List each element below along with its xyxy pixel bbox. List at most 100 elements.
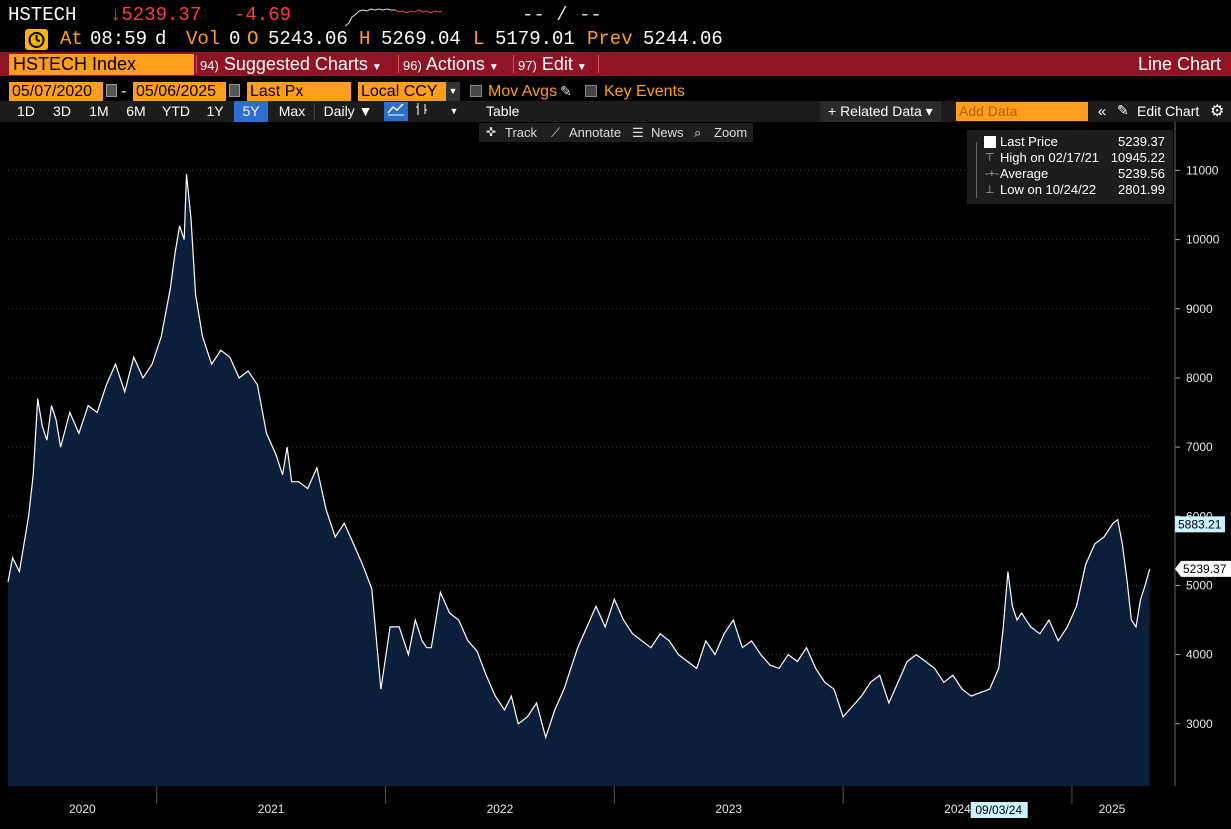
period-button-selected[interactable]: 5Y	[234, 101, 268, 122]
calendar-icon[interactable]	[106, 84, 117, 97]
x-tick-label: 2025	[1099, 802, 1126, 816]
price-field-select[interactable]: Last Px	[247, 82, 351, 101]
time-suffix: d	[155, 28, 167, 50]
calendar-icon[interactable]	[229, 84, 240, 97]
chevron-down-icon[interactable]: ▼	[446, 82, 460, 101]
legend-tree-line	[976, 142, 977, 198]
y-tick-label: 3000	[1186, 717, 1213, 731]
chevron-down-icon: ▼	[488, 62, 499, 73]
period-button[interactable]: 6M	[126, 103, 146, 119]
news-button[interactable]: News	[651, 125, 684, 140]
period-bar: 1D 3D 1M 6M YTD 1Y 5Y Max Daily ▼ ▼ Tabl…	[0, 101, 1231, 122]
clock-icon[interactable]	[25, 29, 48, 50]
line-chart-icon[interactable]	[384, 102, 408, 121]
net-change-value: -4.69	[234, 4, 292, 26]
high-marker-icon: ⊤	[985, 152, 995, 164]
time-value: 08:59	[90, 28, 148, 50]
annotate-button[interactable]: Annotate	[569, 125, 622, 140]
mov-avgs-checkbox[interactable]	[470, 85, 482, 97]
legend-average: -+- Average 5239.56	[967, 166, 1173, 182]
zoom-button[interactable]: Zoom	[714, 125, 748, 140]
end-date-field[interactable]: 05/06/2025	[133, 82, 226, 101]
chevron-down-icon: ▼	[576, 62, 587, 73]
open-value: 5243.06	[268, 28, 348, 50]
last-value-box	[1175, 560, 1231, 577]
mov-avgs-label[interactable]: Mov Avgs	[488, 83, 558, 100]
period-button[interactable]: Max	[278, 103, 306, 119]
y-tick-label: 4000	[1186, 648, 1213, 662]
low-value: 5179.01	[495, 28, 575, 50]
suggested-charts-menu[interactable]: 94) Suggested Charts ▼	[200, 52, 382, 76]
function-toolbar: HSTECH Index 94) Suggested Charts ▼ 96) A…	[0, 52, 1231, 76]
annotate-icon[interactable]: ⟋	[551, 125, 561, 140]
edit-menu[interactable]: 97) Edit ▼	[518, 52, 587, 76]
volume-label: Vol	[186, 28, 221, 50]
edit-chart-button[interactable]: Edit Chart	[1137, 103, 1200, 119]
start-date-field[interactable]: 05/07/2020	[9, 82, 103, 101]
date-separator: -	[121, 83, 127, 100]
y-tick-label: 8000	[1186, 371, 1213, 385]
x-axis-band	[0, 786, 1231, 829]
low-label: L	[473, 28, 485, 50]
add-data-input[interactable]: Add Data	[956, 102, 1088, 121]
menu-label: Actions	[425, 54, 485, 74]
key-events-label[interactable]: Key Events	[604, 83, 685, 100]
period-button[interactable]: 3D	[53, 103, 71, 119]
intraday-sparkline	[345, 8, 443, 27]
x-tick-label: 2023	[715, 802, 742, 816]
related-data-button[interactable]: + Related Data ▾	[820, 101, 941, 122]
gear-icon[interactable]: ⚙	[1210, 103, 1225, 120]
low-marker-icon: ⊥	[985, 184, 995, 196]
ticker-label: HSTECH	[8, 4, 77, 26]
crosshair-value-box	[1175, 516, 1225, 533]
chevron-down-icon: ▼	[371, 62, 382, 73]
crosshair-icon[interactable]: ✜	[486, 125, 497, 139]
toolbar-divider	[398, 55, 399, 73]
track-button[interactable]: Track	[505, 125, 538, 140]
table-button[interactable]: Table	[470, 101, 822, 122]
price-line-series	[7, 174, 1151, 740]
period-button[interactable]: YTD	[162, 103, 190, 119]
x-axis: 2020 2021 2022 2023 2024 2025	[0, 786, 1231, 829]
y-tick-label: 11000	[1186, 163, 1219, 177]
quote-header: HSTECH ↓5239.37 -4.69 -- / --	[0, 2, 1231, 27]
prev-close-value: 5244.06	[643, 28, 723, 50]
legend-value: 5239.56	[1118, 166, 1165, 181]
legend-label: Last Price	[1000, 134, 1058, 149]
y-tick-label: 5000	[1186, 578, 1213, 592]
currency-select[interactable]: Local CCY	[358, 82, 446, 101]
period-button[interactable]: 1D	[17, 103, 35, 119]
menu-number: 97)	[518, 58, 537, 73]
toolbar-divider	[196, 55, 197, 73]
collapse-icon[interactable]: «	[1097, 103, 1107, 120]
x-tick-label: 2020	[69, 802, 96, 816]
legend-last[interactable]: Last Price 5239.37	[967, 134, 1173, 150]
legend-low: ⊥ Low on 10/24/22 2801.99	[967, 182, 1173, 198]
chart-legend: Last Price 5239.37 ⊤ High on 02/17/21 10…	[967, 130, 1173, 204]
pencil-icon[interactable]: ✎	[1117, 102, 1129, 118]
chevron-down-icon[interactable]: ▼	[449, 106, 459, 116]
crosshair-value-label: 5883.21	[1178, 517, 1222, 531]
crosshair-date-label: 09/03/24	[975, 803, 1022, 817]
legend-value: 2801.99	[1118, 182, 1165, 197]
actions-menu[interactable]: 96) Actions ▼	[403, 52, 499, 76]
chart-type-label[interactable]: Line Chart	[1137, 54, 1221, 74]
last-price-value: ↓5239.37	[110, 4, 202, 26]
legend-label: Low on 10/24/22	[1000, 182, 1097, 197]
legend-swatch	[984, 136, 996, 148]
news-icon[interactable]: ☰	[632, 125, 644, 140]
zoom-icon[interactable]: ⌕	[694, 125, 702, 140]
bar-chart-icon[interactable]	[410, 102, 434, 121]
security-field[interactable]: HSTECH Index	[9, 54, 194, 75]
period-button[interactable]: 1Y	[206, 103, 224, 119]
frequency-select[interactable]: Daily ▼	[323, 103, 373, 119]
divider	[314, 103, 315, 120]
chart-tools: ✜ Track ⟋ Annotate ☰ News ⌕ Zoom	[479, 123, 753, 142]
period-button[interactable]: 1M	[89, 103, 109, 119]
legend-label: Average	[1000, 166, 1049, 181]
key-events-checkbox[interactable]	[585, 85, 597, 97]
pencil-icon[interactable]: ✎	[560, 83, 572, 99]
bid-ask-value: -- / --	[522, 4, 602, 26]
